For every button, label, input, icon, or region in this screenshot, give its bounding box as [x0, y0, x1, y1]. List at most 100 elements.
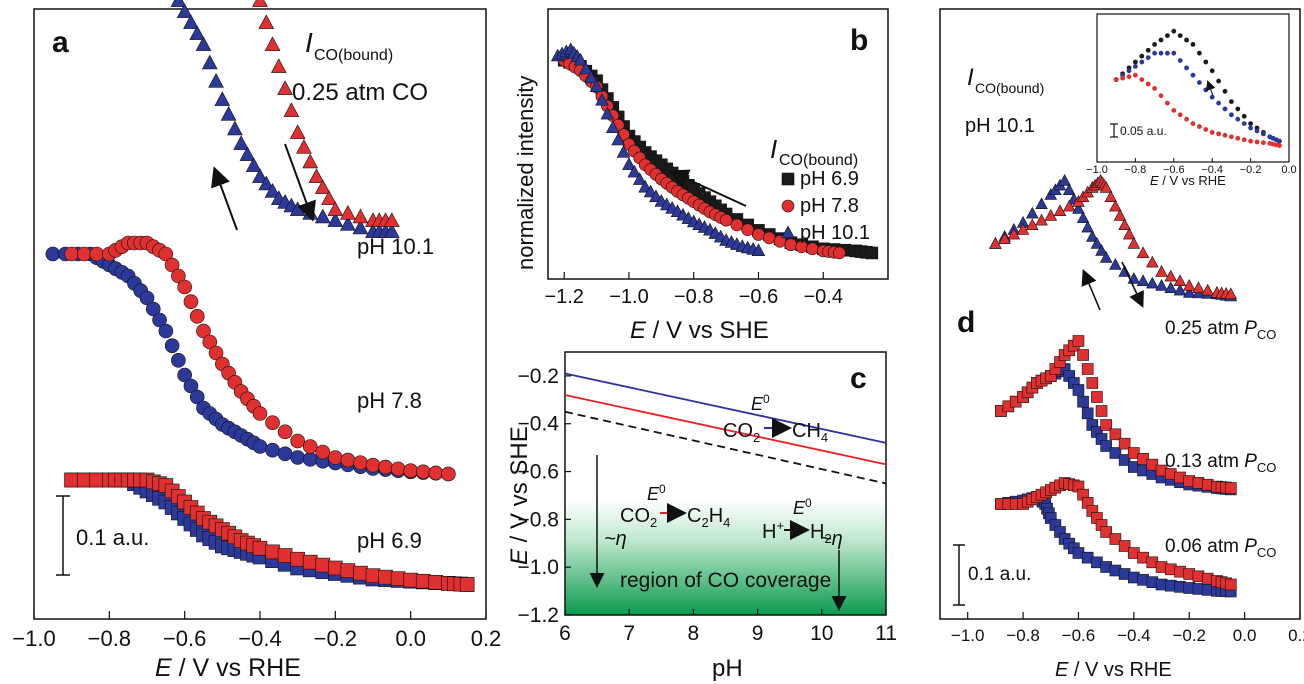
eta-label-right: ~η — [820, 528, 843, 550]
inset-point — [1190, 42, 1196, 47]
data-point-red — [1016, 223, 1030, 235]
data-point-red — [290, 433, 305, 449]
inset-point — [1171, 108, 1177, 113]
data-point-blue — [277, 446, 293, 462]
inset-point — [1216, 131, 1221, 137]
inset-point — [1209, 130, 1215, 135]
inset-point — [1158, 93, 1164, 99]
data-point-red — [403, 463, 418, 479]
legend-b-label: pH 7.8 — [800, 195, 859, 217]
data-point-red — [340, 563, 356, 578]
data-point-red — [1109, 533, 1122, 545]
arrow-d-up — [1081, 269, 1101, 311]
data-point-blue — [1086, 230, 1099, 242]
inset-frame — [1096, 13, 1290, 163]
data-point-red — [1155, 265, 1168, 277]
inset-marks — [1113, 28, 1282, 149]
inset-x-tick-label: −0.8 — [1125, 164, 1147, 176]
data-point-red — [296, 138, 312, 154]
data-point-red — [315, 557, 331, 573]
label-ch4: E 0 CO2 CH4 — [723, 392, 828, 445]
data-point-red — [752, 228, 765, 241]
data-point-red — [158, 246, 174, 262]
inset-point — [1139, 59, 1145, 65]
data-point-red — [1109, 428, 1122, 441]
data-point-red — [1127, 237, 1141, 249]
line-black — [564, 410, 887, 485]
c-y-tick-label: −0.4 — [518, 413, 560, 436]
data-point-red — [252, 0, 268, 7]
series-label-ph101: pH 10.1 — [357, 234, 434, 259]
scale-bar-a: 0.1 a.u. — [56, 495, 149, 576]
inset-x-tick-label: −1.0 — [1086, 164, 1108, 176]
data-point-blue — [158, 323, 174, 339]
data-point-blue — [145, 301, 161, 317]
inset-xlabel: E / V vs RHE — [1150, 173, 1226, 188]
data-point-red — [1224, 287, 1238, 300]
inset-point — [1254, 128, 1260, 134]
svg-text:H2: H2 — [810, 521, 832, 546]
b-x-tick-label: −0.6 — [739, 286, 778, 308]
d-x-tick-label: −0.8 — [1006, 626, 1040, 645]
inset-point — [1177, 112, 1183, 118]
data-point-blue — [605, 120, 620, 133]
line-red — [564, 394, 887, 466]
c-x-tick-label: 9 — [752, 622, 764, 645]
data-point-red — [1035, 213, 1048, 226]
data-point-blue — [290, 450, 305, 465]
data-point-red — [1091, 391, 1103, 403]
series-label-006: 0.06 atm PCO — [1165, 536, 1276, 560]
panel-a: −1.0 −0.8 −0.6 −0.4 −0.2 0.0 0.2 a I CO(bound)… — [12, 0, 501, 682]
c-x-tick-label: 10 — [810, 622, 833, 645]
c-x-tick-label: 6 — [559, 622, 571, 645]
data-point-red — [265, 415, 280, 430]
data-point-blue — [239, 146, 256, 161]
data-point-red — [321, 190, 337, 205]
data-point-blue — [1164, 281, 1178, 294]
inset-point — [1248, 121, 1253, 126]
data-point-red — [989, 237, 1002, 249]
data-point-red — [277, 424, 293, 440]
panel-a-i-label: I — [305, 27, 313, 58]
svg-text:C2H4: C2H4 — [687, 505, 730, 530]
data-point-red — [441, 466, 456, 482]
inset-point — [1177, 33, 1183, 38]
inset-point — [1165, 33, 1170, 38]
data-point-blue — [1077, 395, 1089, 408]
data-point-blue — [258, 175, 275, 191]
data-point-blue — [1136, 274, 1150, 287]
data-point-blue — [227, 120, 243, 136]
data-point-red — [365, 568, 381, 584]
b-x-tick-label: −0.8 — [674, 286, 713, 308]
data-point-red — [1053, 204, 1067, 217]
data-point-red — [1146, 255, 1159, 268]
data-point-red — [1077, 349, 1089, 361]
panel-d-ph: pH 10.1 — [965, 115, 1035, 137]
eta-label-left: ~η — [604, 528, 627, 550]
data-point-blue — [589, 79, 604, 92]
data-point-blue — [264, 182, 281, 198]
inset-point — [1165, 50, 1170, 56]
svg-text:0: 0 — [805, 496, 812, 510]
inset-x-tick-label: 0.0 — [1281, 164, 1296, 176]
inset-arrow — [1205, 80, 1216, 97]
inset-point — [1158, 50, 1164, 56]
panel-b-ylabel: normalized intensity — [513, 76, 538, 270]
data-point-red — [1201, 283, 1214, 296]
d-x-tick-label: −1.0 — [951, 626, 985, 645]
inset-point — [1145, 81, 1151, 87]
inset-point — [1277, 138, 1282, 144]
data-point-blue — [45, 246, 61, 262]
panel-a-xlabel: E / V vs RHE — [155, 654, 301, 682]
data-point-blue — [1099, 251, 1113, 263]
panel-c-lines — [564, 372, 887, 485]
data-point-red — [283, 102, 300, 117]
data-point-red — [1182, 279, 1196, 291]
a-x-tick-label: −0.2 — [314, 626, 357, 651]
data-point-red — [328, 560, 343, 576]
inset-point — [1133, 72, 1138, 78]
d-x-tick-label: −0.4 — [1117, 626, 1151, 645]
inset-point — [1184, 65, 1189, 71]
data-point-red — [1224, 482, 1237, 494]
label-h2: E 0 H+ H2 — [762, 496, 832, 546]
